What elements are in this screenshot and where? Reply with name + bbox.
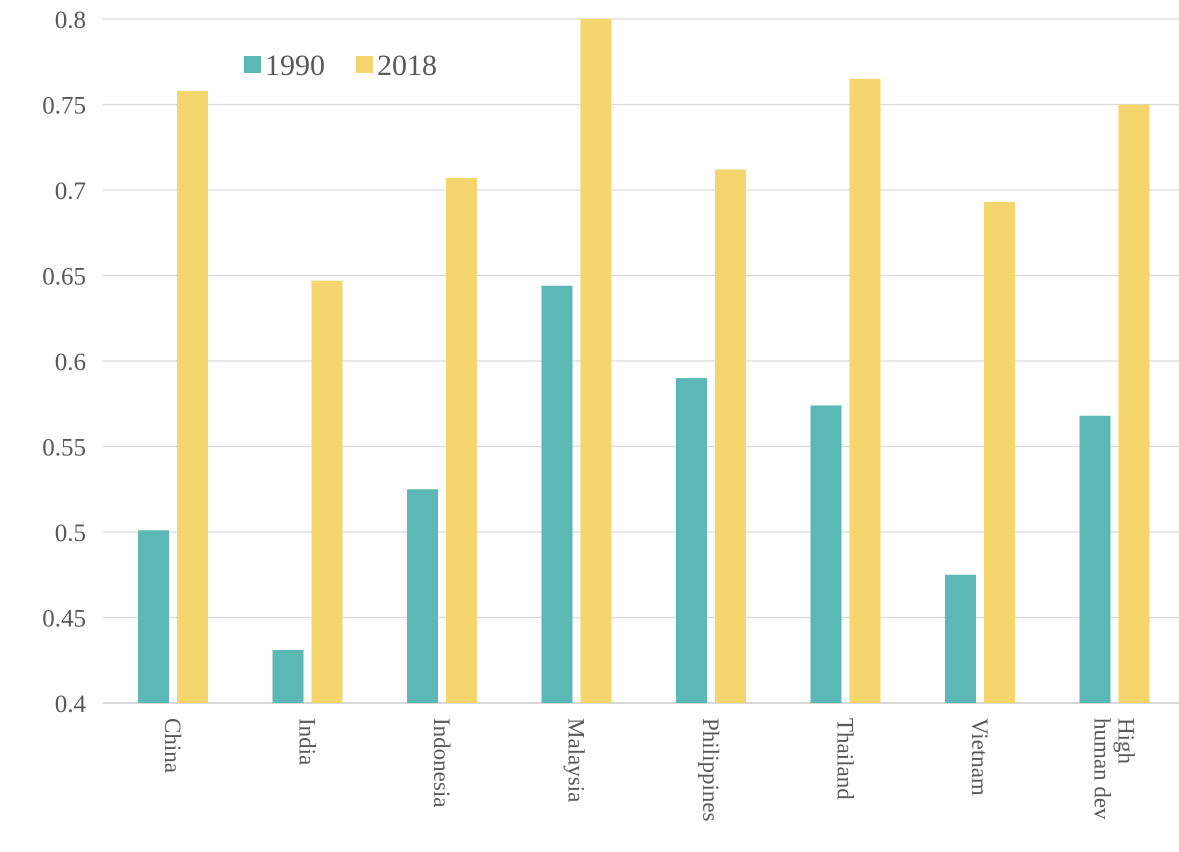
legend-label-2018: 2018 xyxy=(377,49,437,82)
bar-2018-6 xyxy=(984,201,1015,703)
x-tick-label: High xyxy=(1114,718,1139,765)
y-tick-label: 0.55 xyxy=(42,435,86,462)
x-tick-label: Thailand xyxy=(833,718,858,800)
x-tick-label: Indonesia xyxy=(429,718,454,807)
bars xyxy=(138,19,1150,704)
bar-1990-2 xyxy=(407,489,438,703)
bar-1990-5 xyxy=(810,405,842,703)
x-tick-label: Vietnam xyxy=(967,718,992,796)
bar-2018-3 xyxy=(580,19,612,703)
y-tick-label: 0.4 xyxy=(55,691,87,718)
gridlines xyxy=(103,18,1179,704)
y-tick-label: 0.45 xyxy=(42,606,86,633)
legend: 1990 2018 xyxy=(244,49,437,82)
x-tick-label: Philippines xyxy=(698,718,723,822)
y-tick-label: 0.75 xyxy=(42,93,86,120)
legend-swatch-1990 xyxy=(244,56,261,73)
bar-2018-4 xyxy=(715,169,746,704)
legend-swatch-2018 xyxy=(356,56,373,73)
x-tick-label: human dev xyxy=(1090,718,1115,820)
x-axis: China India Indonesia Malaysia Philippines Th… xyxy=(160,718,1139,822)
x-tick-label: China xyxy=(160,718,185,773)
bar-1990-0 xyxy=(138,530,169,703)
y-axis: 0.4 0.45 0.5 0.55 0.6 0.65 0.7 0.75 0.8 xyxy=(42,7,86,718)
bar-2018-5 xyxy=(849,78,881,704)
y-tick-label: 0.6 xyxy=(55,349,86,376)
y-tick-label: 0.65 xyxy=(42,264,86,291)
x-tick-label: Malaysia xyxy=(564,718,589,802)
bar-1990-1 xyxy=(272,649,304,703)
bar-2018-2 xyxy=(446,178,477,703)
legend-label-1990: 1990 xyxy=(265,49,325,82)
y-tick-label: 0.5 xyxy=(55,520,86,547)
bar-2018-7 xyxy=(1118,104,1150,703)
y-tick-label: 0.8 xyxy=(55,7,86,34)
bar-2018-0 xyxy=(177,90,208,703)
y-tick-label: 0.7 xyxy=(55,178,86,205)
bar-2018-1 xyxy=(311,280,343,703)
x-tick-label: India xyxy=(295,718,320,765)
bar-1990-6 xyxy=(945,574,976,703)
bar-1990-4 xyxy=(676,378,707,703)
bar-1990-3 xyxy=(541,285,573,703)
bar-1990-7 xyxy=(1079,415,1111,703)
